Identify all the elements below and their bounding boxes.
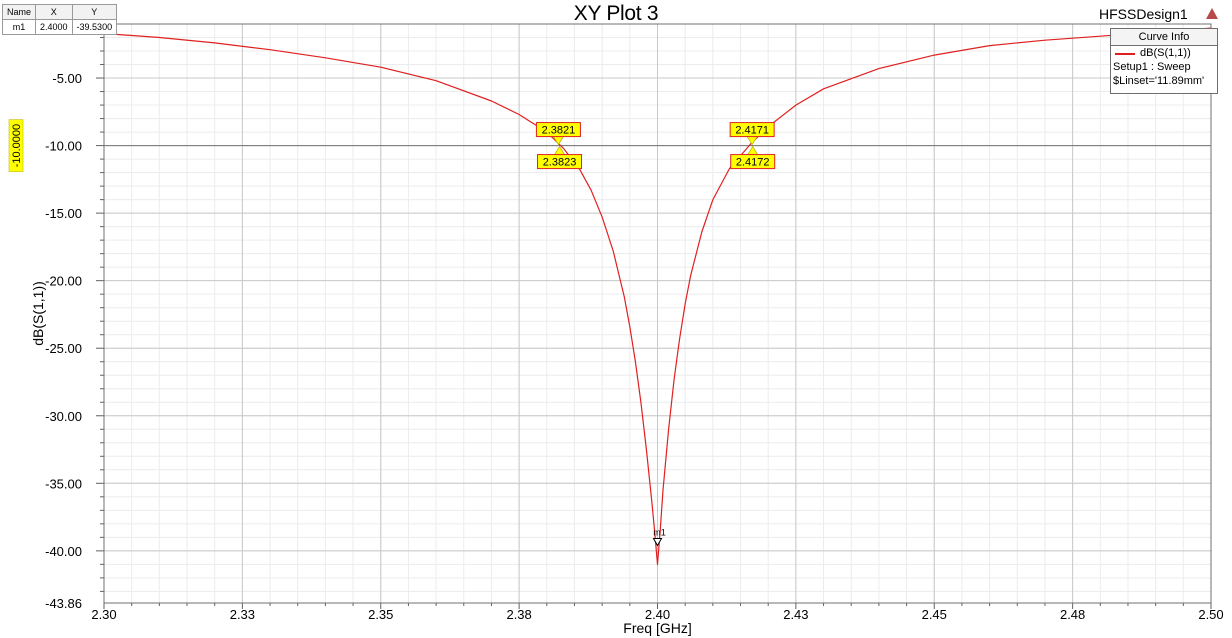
x-tick-label: 2.48 bbox=[1060, 607, 1085, 622]
y-tick-label: -20.00 bbox=[45, 274, 82, 289]
legend-setup-line: Setup1 : Sweep bbox=[1113, 61, 1191, 73]
x-tick-label: 2.43 bbox=[783, 607, 808, 622]
x-axis-label: Freq [GHz] bbox=[623, 620, 691, 636]
x-tick-label: 2.35 bbox=[368, 607, 393, 622]
hfss-design-icon bbox=[1206, 8, 1218, 19]
y-tick-label: -10.00 bbox=[45, 139, 82, 154]
annotation-label: 2.3821 bbox=[542, 125, 576, 137]
marker-table: Name X Y m1 2.4000 -39.5300 bbox=[1, 4, 118, 35]
annotation-box bbox=[729, 122, 775, 138]
reference-line-label: -10.0000 bbox=[11, 124, 23, 167]
marker-y-cell: -39.5300 bbox=[71, 19, 118, 35]
design-name: HFSSDesign1 bbox=[1099, 6, 1188, 22]
y-tick-label: -43.86 bbox=[45, 596, 82, 611]
plot-title: XY Plot 3 bbox=[573, 2, 659, 25]
legend-box[interactable]: Curve Info dB(S(1,1)) Setup1 : Sweep $Li… bbox=[1110, 28, 1218, 94]
x-tick-label: 2.45 bbox=[922, 607, 947, 622]
y-tick-label: -40.00 bbox=[45, 544, 82, 559]
series-line-s11 bbox=[103, 27, 1212, 566]
annotation-label: 2.4172 bbox=[736, 157, 770, 169]
reference-line-label-bg bbox=[8, 119, 24, 172]
column-header-y: Y bbox=[71, 4, 118, 20]
y-tick-label: -35.00 bbox=[45, 476, 82, 491]
annotation-label: 2.3823 bbox=[543, 157, 577, 169]
column-header-x: X bbox=[35, 4, 73, 20]
legend-title: Curve Info bbox=[1111, 29, 1217, 46]
x-tick-label: 2.30 bbox=[91, 607, 116, 622]
x-tick-label: 2.33 bbox=[230, 607, 255, 622]
legend-line-swatch bbox=[1115, 53, 1135, 55]
annotation-label: 2.4171 bbox=[735, 125, 769, 137]
x-tick-label: 2.40 bbox=[645, 607, 670, 622]
annotation-box bbox=[535, 122, 581, 138]
marker-name-cell: m1 bbox=[1, 19, 37, 35]
y-tick-label: -5.00 bbox=[52, 71, 82, 86]
y-tick-label: -15.00 bbox=[45, 206, 82, 221]
marker-x-cell: 2.4000 bbox=[35, 19, 73, 35]
x-tick-label: 2.38 bbox=[506, 607, 531, 622]
legend-series-row[interactable]: dB(S(1,1)) bbox=[1111, 46, 1217, 60]
table-row: m1 2.4000 -39.5300 bbox=[1, 19, 118, 35]
y-tick-label: -30.00 bbox=[45, 409, 82, 424]
x-tick-label: 2.50 bbox=[1198, 607, 1223, 622]
marker-label: m1 bbox=[653, 528, 666, 538]
legend-series-name: dB(S(1,1)) bbox=[1140, 47, 1191, 59]
marker-triangle bbox=[652, 538, 663, 547]
plot-frame bbox=[103, 23, 1212, 604]
y-tick-label: -25.00 bbox=[45, 341, 82, 356]
annotation-box bbox=[730, 154, 776, 170]
y-axis-label: dB(S(1,1)) bbox=[30, 281, 46, 346]
legend-variable-line: $Linset='11.89mm' bbox=[1113, 75, 1205, 87]
annotation-box bbox=[537, 154, 583, 170]
